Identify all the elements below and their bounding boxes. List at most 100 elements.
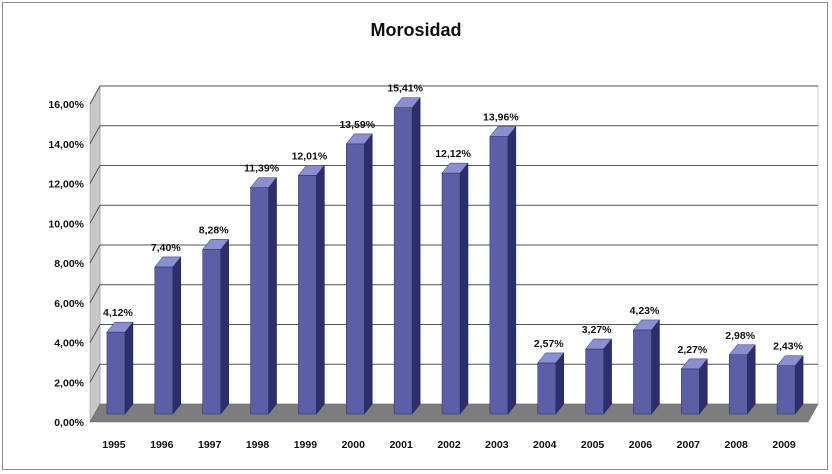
data-label: 13,59%	[339, 119, 375, 131]
x-tick-label: 1995	[102, 439, 126, 451]
bar	[297, 164, 325, 415]
x-tick-label: 2000	[342, 439, 366, 451]
gridline-diagonal	[89, 85, 101, 105]
x-tick-label: 2009	[772, 439, 796, 451]
bar-top	[632, 319, 660, 331]
bar-front	[585, 348, 604, 415]
y-tick-label: 16,00%	[48, 99, 84, 111]
bar-front	[776, 365, 796, 415]
bar-front	[681, 368, 700, 415]
data-label: 2,98%	[725, 330, 755, 342]
bar-top	[489, 126, 517, 137]
bar	[537, 352, 565, 415]
x-tick-label: 2007	[677, 439, 701, 451]
data-label: 2,43%	[773, 341, 803, 353]
bar-top	[537, 352, 565, 364]
data-label: 8,28%	[199, 224, 229, 236]
bar-front	[154, 266, 174, 415]
y-tick-label: 4,00%	[54, 338, 84, 350]
bar	[345, 133, 373, 415]
y-tick-label: 14,00%	[48, 139, 84, 151]
bar-front	[633, 329, 652, 415]
x-tick-label: 2002	[437, 439, 461, 451]
data-label: 13,96%	[483, 112, 519, 124]
bar-side	[603, 338, 612, 415]
bar	[154, 256, 182, 415]
data-label: 4,23%	[630, 305, 660, 317]
data-label: 3,27%	[582, 324, 612, 336]
bar-side	[364, 133, 373, 415]
bar-front	[441, 172, 461, 415]
gridline-diagonal	[89, 205, 101, 224]
bar-side	[220, 238, 229, 415]
bar-top	[345, 133, 373, 145]
y-tick-label: 0,00%	[54, 417, 84, 429]
bar-front	[298, 175, 317, 415]
y-tick-label: 12,00%	[48, 179, 84, 191]
bar	[202, 238, 230, 415]
bar-side	[268, 176, 277, 415]
x-tick-label: 1996	[150, 439, 174, 451]
bar-side	[651, 319, 660, 415]
x-axis-labels: 1995 1996 1997 1998 1999 2000 2001 2002 2003 2004…	[102, 439, 796, 451]
bar-side	[746, 344, 756, 415]
bar-side	[507, 125, 517, 415]
bar-front	[393, 107, 413, 415]
bar-front	[250, 187, 269, 415]
gridline-diagonal	[89, 284, 101, 303]
bar-side	[459, 162, 469, 415]
bar	[728, 344, 756, 415]
data-label: 2,57%	[534, 338, 564, 350]
x-tick-label: 2001	[389, 439, 413, 451]
gridline-diagonal	[89, 364, 101, 383]
gridline-diagonal	[89, 165, 101, 184]
x-tick-label: 2003	[485, 439, 509, 451]
y-tick-label: 6,00%	[54, 298, 84, 310]
y-tick-label: 10,00%	[48, 218, 84, 230]
bar-top	[776, 355, 804, 366]
data-label: 15,41%	[387, 83, 423, 95]
bar	[776, 354, 804, 415]
x-tick-label: 2006	[629, 439, 653, 451]
y-tick-label: 2,00%	[54, 377, 84, 389]
bar-top	[202, 239, 230, 250]
x-tick-label: 2004	[533, 439, 557, 451]
bar-side	[124, 321, 134, 415]
bar	[585, 338, 613, 415]
data-label: 12,01%	[292, 150, 328, 162]
bar-top	[106, 321, 134, 333]
y-axis-labels: 0,00% 2,00% 4,00% 6,00% 8,00% 10,00% 12,00% 14,…	[48, 99, 84, 429]
bar-top	[585, 338, 613, 350]
bar-front	[489, 136, 509, 415]
bar-front	[537, 362, 556, 415]
data-label: 4,12%	[103, 307, 133, 319]
data-label: 2,27%	[677, 344, 707, 356]
chart-title: Morosidad	[370, 20, 462, 40]
bar	[250, 176, 278, 415]
bar-front	[106, 331, 126, 415]
bar-top	[154, 256, 182, 268]
gridline-diagonal	[89, 244, 101, 264]
bar-side	[555, 352, 564, 415]
bar	[441, 162, 469, 415]
x-tick-label: 1997	[198, 439, 222, 451]
data-label: 11,39%	[244, 163, 280, 175]
gridline-diagonal	[89, 125, 101, 144]
bar	[489, 125, 517, 415]
x-tick-label: 2008	[725, 439, 749, 451]
bar-side	[172, 256, 182, 415]
bar-top	[680, 358, 708, 370]
x-tick-label: 2005	[581, 439, 605, 451]
bar-front	[202, 249, 221, 415]
y-tick-label: 8,00%	[54, 258, 84, 270]
bar-top	[297, 165, 325, 176]
bar-side	[411, 97, 421, 415]
x-tick-label: 1998	[246, 439, 270, 451]
data-label: 12,12%	[435, 148, 471, 160]
bar-top	[441, 162, 469, 174]
bar	[632, 319, 660, 415]
bar-top	[250, 177, 278, 188]
bar-front	[346, 143, 365, 415]
bars	[106, 97, 804, 415]
